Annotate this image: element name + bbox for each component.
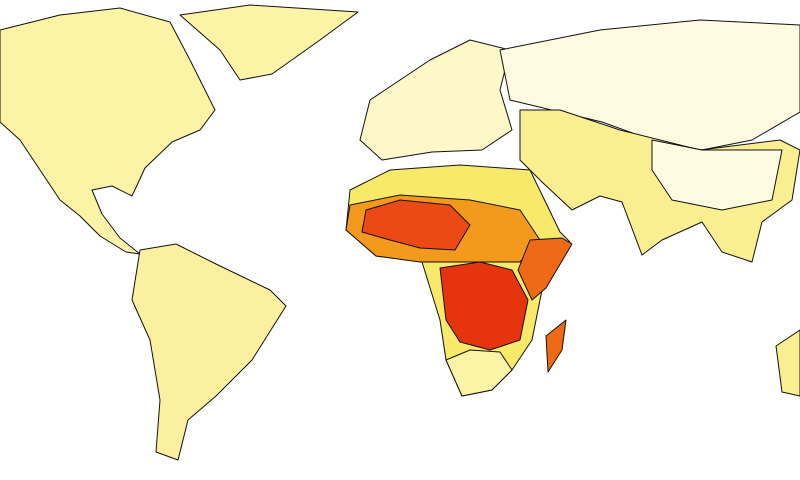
europe [359, 39, 513, 161]
australia [775, 329, 800, 397]
horn-africa [517, 237, 573, 301]
madagascar [545, 319, 567, 373]
southern-africa [445, 349, 513, 397]
west-africa-high [361, 199, 471, 251]
north-america [0, 7, 216, 255]
china [651, 139, 783, 211]
south-america [131, 243, 287, 461]
greenland [179, 4, 359, 81]
central-africa [439, 261, 529, 351]
